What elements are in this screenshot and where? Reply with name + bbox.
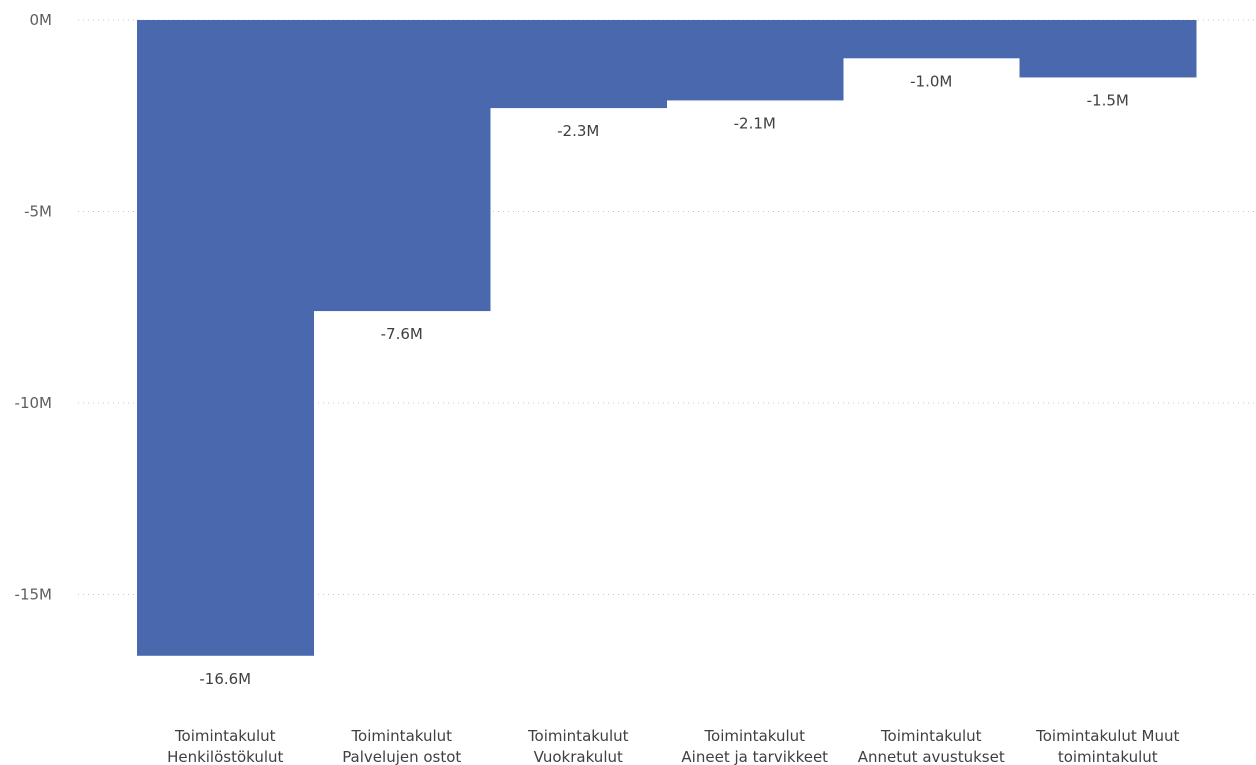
data-label: -16.6M (199, 670, 251, 688)
bar[interactable] (1019, 20, 1197, 78)
bar[interactable] (666, 20, 844, 101)
data-label: -7.6M (381, 325, 423, 343)
y-tick-label: 0M (30, 11, 53, 29)
category-label-line1: Toimintakulut (527, 727, 629, 745)
bar[interactable] (313, 20, 491, 312)
category-label-line1: Toimintakulut (703, 727, 805, 745)
category-label-line2: Palvelujen ostot (342, 748, 461, 765)
category-label-line2: Aineet ja tarvikkeet (681, 748, 828, 765)
bars (137, 20, 1197, 656)
y-tick-label: -5M (24, 203, 52, 221)
category-label-line2: Annetut avustukset (858, 748, 1005, 765)
bar[interactable] (843, 20, 1020, 59)
category-label-line1: Toimintakulut (880, 727, 982, 745)
bar[interactable] (137, 20, 314, 656)
category-label-line2: toimintakulut (1058, 748, 1158, 765)
y-tick-label: -15M (15, 586, 52, 604)
data-label: -1.5M (1087, 91, 1129, 109)
category-label-line1: Toimintakulut (350, 727, 452, 745)
category-label-line2: Vuokrakulut (534, 748, 623, 765)
data-label: -1.0M (910, 72, 952, 90)
y-tick-label: -10M (15, 394, 52, 412)
x-axis-categories: Toimintakulut Henkilöstökulut Toimintakulu… (167, 727, 1179, 765)
data-label: -2.3M (557, 122, 599, 140)
y-axis-ticks: 0M -5M -10M -15M (15, 11, 52, 604)
category-label-line1: Toimintakulut Muut (1035, 727, 1179, 745)
bar[interactable] (490, 20, 667, 109)
data-labels: -16.6M -7.6M -2.3M -2.1M -1.0M -1.5M (199, 72, 1128, 687)
data-label: -2.1M (734, 114, 776, 132)
category-label-line2: Henkilöstökulut (167, 748, 283, 765)
category-label-line1: Toimintakulut (174, 727, 276, 745)
